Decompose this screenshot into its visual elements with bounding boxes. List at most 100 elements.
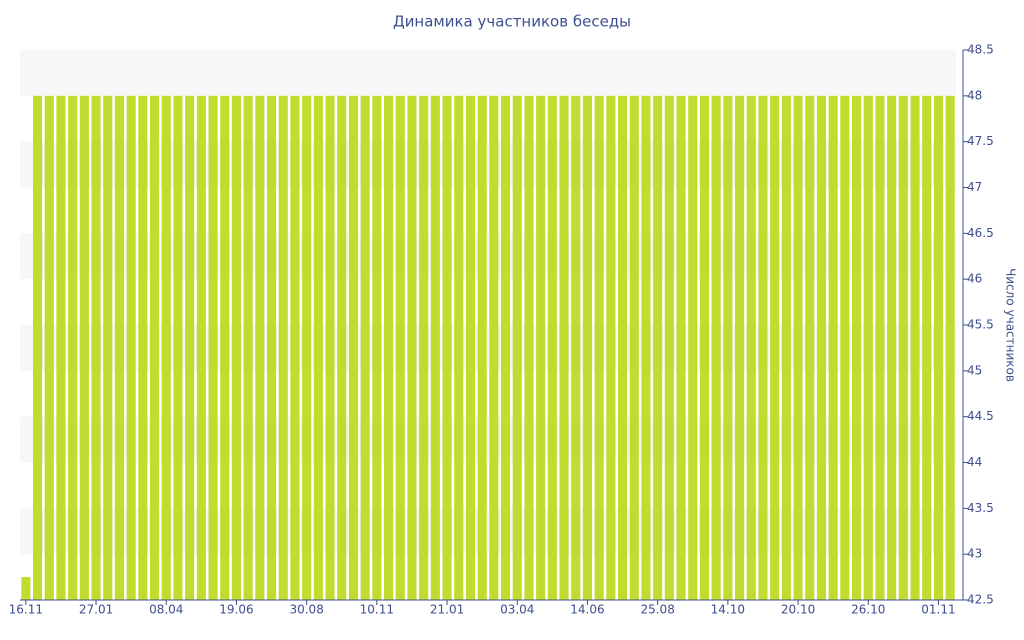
bar (419, 95, 429, 600)
bar (746, 95, 756, 600)
bar (711, 95, 721, 600)
x-tick-label: 26.10 (851, 603, 885, 617)
bar (617, 95, 628, 600)
x-tick-label: 16.11 (9, 603, 43, 617)
y-tick-label: 43.5 (967, 501, 994, 515)
x-tick-label: 27.01 (79, 603, 113, 617)
chart-title: Динамика участников беседы (393, 13, 631, 31)
bar (266, 95, 277, 600)
bar (220, 95, 230, 600)
x-tick-label: 20.10 (781, 603, 815, 617)
bar (477, 95, 487, 600)
bar (196, 95, 206, 600)
x-tick-label: 03.04 (500, 603, 534, 617)
bar (489, 95, 499, 600)
bar (21, 577, 31, 600)
bar (290, 95, 300, 600)
bar (231, 95, 242, 600)
bar (559, 95, 569, 600)
bar (126, 95, 136, 600)
bar (32, 95, 43, 600)
bar (442, 95, 452, 600)
bar (138, 95, 148, 600)
y-tick-label: 46.5 (967, 226, 994, 240)
bar (114, 95, 125, 600)
y-tick-label: 43 (967, 547, 982, 561)
bar (723, 95, 733, 600)
bar (887, 95, 897, 600)
bar (278, 95, 288, 600)
bar (68, 95, 78, 600)
bar (313, 95, 323, 600)
bar (688, 95, 698, 600)
bar (676, 95, 686, 600)
bar (898, 95, 908, 600)
bar (173, 95, 183, 600)
bar (933, 95, 944, 600)
bar (348, 95, 359, 600)
bar (606, 95, 616, 600)
bar (56, 95, 66, 600)
bar (185, 95, 195, 600)
bar (395, 95, 405, 600)
bar (44, 95, 54, 600)
bar (454, 95, 464, 600)
grid-band (20, 233, 956, 280)
bar (512, 95, 522, 600)
bar (243, 95, 253, 600)
bar (536, 95, 546, 600)
bar (758, 95, 768, 600)
bar (91, 95, 101, 600)
bar (149, 95, 160, 600)
bar (699, 95, 710, 600)
grid-band (20, 416, 956, 463)
bar (945, 95, 955, 600)
bar (664, 95, 674, 600)
bar (360, 95, 370, 600)
bar (594, 95, 604, 600)
y-tick-label: 42.5 (967, 593, 994, 607)
y-tick-label: 48 (967, 88, 982, 102)
x-tick-label: 01.11 (921, 603, 955, 617)
bar (840, 95, 850, 600)
x-tick-label: 08.04 (149, 603, 183, 617)
bar (793, 95, 803, 600)
y-tick-label: 44.5 (967, 409, 994, 423)
bar (407, 95, 417, 600)
bar (325, 95, 335, 600)
bar (500, 95, 511, 600)
x-tick-label: 25.08 (640, 603, 674, 617)
bar (302, 95, 312, 600)
bar (641, 95, 651, 600)
y-tick-label: 47.5 (967, 134, 994, 148)
bar (781, 95, 791, 600)
bar (547, 95, 557, 600)
bar (430, 95, 440, 600)
bar (851, 95, 862, 600)
bar (208, 95, 218, 600)
y-tick-label: 48.5 (967, 43, 994, 57)
grid-band (20, 141, 956, 188)
grid-band (20, 508, 956, 555)
bar (922, 95, 932, 600)
x-tick-label: 10.11 (360, 603, 394, 617)
y-tick-label: 45 (967, 363, 982, 377)
grid-band (20, 50, 956, 96)
bar (582, 95, 593, 600)
bar (383, 95, 394, 600)
x-tick-label: 21.01 (430, 603, 464, 617)
bar (79, 95, 89, 600)
x-tick-label: 19.06 (219, 603, 253, 617)
bar (805, 95, 815, 600)
grid-band (20, 325, 956, 371)
bar (103, 95, 113, 600)
bar (337, 95, 347, 600)
bar (465, 95, 476, 600)
bar (734, 95, 745, 600)
bar (863, 95, 873, 600)
bar (816, 95, 827, 600)
bar (629, 95, 639, 600)
y-axis-label: Число участников (1004, 268, 1018, 382)
